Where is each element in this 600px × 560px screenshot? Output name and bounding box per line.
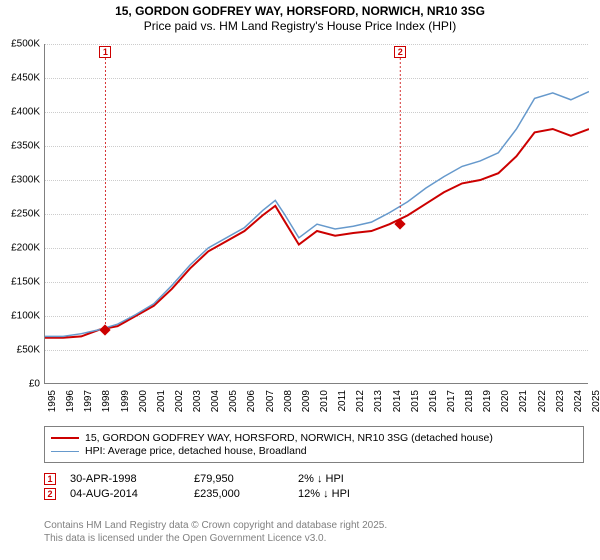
x-tick-label: 2004 (210, 390, 221, 412)
x-tick-label: 2005 (228, 390, 239, 412)
x-tick-label: 2010 (319, 390, 330, 412)
sale-row: 1 30-APR-1998 £79,950 2% ↓ HPI (44, 473, 584, 485)
x-tick-label: 1995 (47, 390, 58, 412)
legend-swatch (51, 437, 79, 439)
sale-rows: 1 30-APR-1998 £79,950 2% ↓ HPI 2 04-AUG-… (44, 470, 584, 503)
x-tick-label: 2021 (518, 390, 529, 412)
x-tick-label: 2007 (265, 390, 276, 412)
footer-line2: This data is licensed under the Open Gov… (44, 533, 387, 546)
x-tick-label: 2009 (301, 390, 312, 412)
legend-box: 15, GORDON GODFREY WAY, HORSFORD, NORWIC… (44, 426, 584, 463)
x-tick-label: 2013 (373, 390, 384, 412)
x-tick-label: 2025 (591, 390, 600, 412)
x-tick-label: 2022 (537, 390, 548, 412)
x-tick-label: 2024 (573, 390, 584, 412)
x-tick-label: 2016 (428, 390, 439, 412)
sale-marker-icon: 1 (44, 473, 56, 485)
sale-date: 30-APR-1998 (70, 473, 180, 485)
chart-container: 15, GORDON GODFREY WAY, HORSFORD, NORWIC… (0, 0, 600, 560)
x-tick-label: 2000 (138, 390, 149, 412)
legend-label: HPI: Average price, detached house, Broa… (85, 445, 307, 457)
legend-label: 15, GORDON GODFREY WAY, HORSFORD, NORWIC… (85, 432, 493, 444)
y-tick-label: £500K (0, 39, 40, 50)
x-tick-label: 2020 (500, 390, 511, 412)
series-line (45, 129, 589, 338)
x-tick-label: 2008 (283, 390, 294, 412)
y-tick-label: £250K (0, 209, 40, 220)
title-line1: 15, GORDON GODFREY WAY, HORSFORD, NORWIC… (10, 4, 590, 18)
legend-swatch (51, 451, 79, 452)
footer-text: Contains HM Land Registry data © Crown c… (44, 520, 387, 545)
y-tick-label: £100K (0, 311, 40, 322)
y-tick-label: £350K (0, 141, 40, 152)
x-tick-label: 1996 (65, 390, 76, 412)
x-tick-label: 2006 (246, 390, 257, 412)
x-tick-label: 2011 (337, 390, 348, 412)
x-tick-label: 2017 (446, 390, 457, 412)
sale-diff: 2% ↓ HPI (298, 473, 408, 485)
x-tick-label: 2023 (555, 390, 566, 412)
x-tick-label: 2003 (192, 390, 203, 412)
chart-marker: 1 (99, 46, 111, 58)
sale-price: £79,950 (194, 473, 284, 485)
footer-line1: Contains HM Land Registry data © Crown c… (44, 520, 387, 533)
y-tick-label: £300K (0, 175, 40, 186)
x-tick-label: 2019 (482, 390, 493, 412)
legend-item: HPI: Average price, detached house, Broa… (51, 445, 577, 457)
x-tick-label: 2012 (355, 390, 366, 412)
sale-price: £235,000 (194, 488, 284, 500)
x-tick-label: 2001 (156, 390, 167, 412)
series-line (45, 92, 589, 337)
y-tick-label: £50K (0, 345, 40, 356)
x-tick-label: 2014 (392, 390, 403, 412)
x-tick-label: 1998 (101, 390, 112, 412)
sale-diff: 12% ↓ HPI (298, 488, 408, 500)
y-tick-label: £150K (0, 277, 40, 288)
sale-marker-icon: 2 (44, 488, 56, 500)
y-tick-label: £400K (0, 107, 40, 118)
sale-row: 2 04-AUG-2014 £235,000 12% ↓ HPI (44, 488, 584, 500)
y-tick-label: £200K (0, 243, 40, 254)
x-tick-label: 1997 (83, 390, 94, 412)
title-line2: Price paid vs. HM Land Registry's House … (10, 19, 590, 33)
series-svg (45, 44, 589, 384)
y-tick-label: £0 (0, 379, 40, 390)
x-tick-label: 1999 (120, 390, 131, 412)
sale-date: 04-AUG-2014 (70, 488, 180, 500)
chart-marker: 2 (394, 46, 406, 58)
x-tick-label: 2018 (464, 390, 475, 412)
x-tick-label: 2002 (174, 390, 185, 412)
legend-item: 15, GORDON GODFREY WAY, HORSFORD, NORWIC… (51, 432, 577, 444)
title-block: 15, GORDON GODFREY WAY, HORSFORD, NORWIC… (0, 0, 600, 35)
x-tick-label: 2015 (410, 390, 421, 412)
plot-area: 12 (44, 44, 588, 384)
y-tick-label: £450K (0, 73, 40, 84)
